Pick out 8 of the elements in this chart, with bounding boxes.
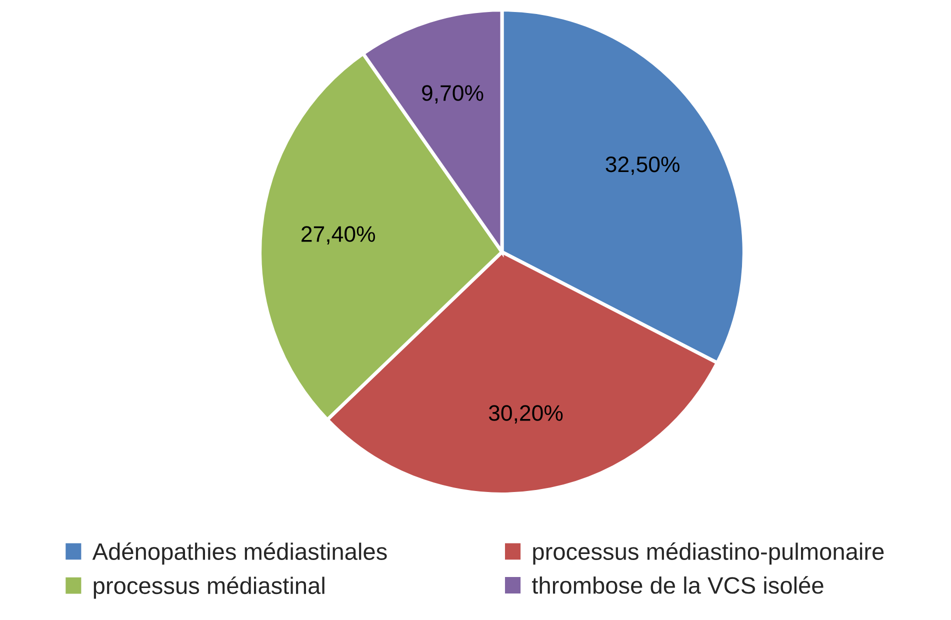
- legend-label: processus médiastinal: [94, 576, 324, 599]
- data-label: 27,40%: [302, 226, 376, 245]
- legend-label: processus médiastino-pulmonaire: [533, 542, 884, 565]
- data-label: 32,50%: [606, 156, 680, 175]
- legend-label: Adénopathies médiastinales: [92, 542, 387, 565]
- data-label: 30,20%: [488, 405, 563, 424]
- data-label: 9,70%: [422, 85, 484, 104]
- legend-label: thrombose de la VCS isolée: [532, 576, 824, 594]
